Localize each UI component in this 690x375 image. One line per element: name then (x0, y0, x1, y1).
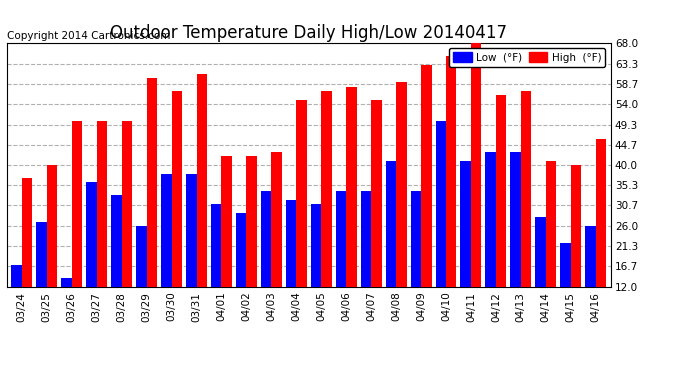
Bar (396, 82, 406, 287)
Bar (571, 165, 581, 287)
Bar (121, 122, 132, 287)
Bar (172, 91, 182, 287)
Bar (386, 160, 396, 287)
Bar (371, 100, 382, 287)
Bar (236, 213, 246, 287)
Bar (411, 191, 421, 287)
Bar (322, 91, 332, 287)
Bar (446, 56, 457, 287)
Bar (221, 156, 232, 287)
Bar (296, 100, 307, 287)
Bar (471, 43, 482, 287)
Bar (111, 195, 121, 287)
Bar (460, 160, 471, 287)
Title: Outdoor Temperature Daily High/Low 20140417: Outdoor Temperature Daily High/Low 20140… (110, 24, 507, 42)
Bar (12, 265, 22, 287)
Bar (246, 156, 257, 287)
Bar (97, 122, 107, 287)
Text: Copyright 2014 Cartronics.com: Copyright 2014 Cartronics.com (7, 31, 170, 41)
Bar (72, 122, 82, 287)
Bar (197, 74, 207, 287)
Bar (585, 226, 595, 287)
Bar (37, 222, 47, 287)
Bar (521, 91, 531, 287)
Bar (211, 204, 221, 287)
Bar (47, 165, 57, 287)
Bar (595, 139, 606, 287)
Bar (86, 182, 97, 287)
Bar (546, 160, 556, 287)
Bar (261, 191, 271, 287)
Bar (61, 278, 72, 287)
Bar (435, 122, 446, 287)
Bar (560, 243, 571, 287)
Bar (186, 174, 197, 287)
Bar (421, 65, 431, 287)
Legend: Low  (°F), High  (°F): Low (°F), High (°F) (449, 48, 605, 67)
Bar (485, 152, 496, 287)
Bar (511, 152, 521, 287)
Bar (535, 217, 546, 287)
Bar (146, 78, 157, 287)
Bar (271, 152, 282, 287)
Bar (336, 191, 346, 287)
Bar (286, 200, 296, 287)
Bar (496, 95, 506, 287)
Bar (310, 204, 322, 287)
Bar (346, 87, 357, 287)
Bar (161, 174, 172, 287)
Bar (361, 191, 371, 287)
Bar (136, 226, 146, 287)
Bar (22, 178, 32, 287)
